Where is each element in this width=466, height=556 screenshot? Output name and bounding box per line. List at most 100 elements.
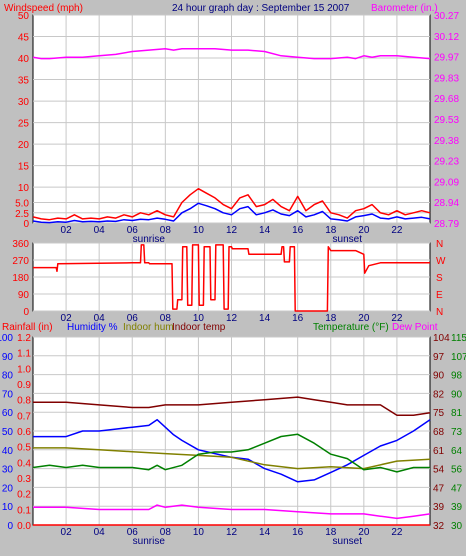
y-tick-label-temperature: 107 <box>451 352 466 363</box>
y-tick-label-compass: S <box>436 273 443 284</box>
x-tick-label: 02 <box>61 313 73 324</box>
y-tick-label-temperature: 115 <box>451 333 466 344</box>
y-tick-label-indoor-temp: 54 <box>433 465 445 476</box>
y-tick-label-rainfall: 0.4 <box>17 458 31 469</box>
y-tick-label-degrees: 180 <box>12 273 29 284</box>
y-tick-label-compass: W <box>436 256 446 267</box>
graph-title: 24 hour graph day : September 15 2007 <box>172 3 350 14</box>
x-tick-label: 14 <box>259 225 271 236</box>
y-tick-label-windspeed: 15 <box>18 162 30 173</box>
y-tick-label-indoor-temp: 39 <box>433 502 445 513</box>
y-tick-label-humidity: 80 <box>2 371 14 382</box>
x-tick-label: 12 <box>226 313 238 324</box>
series-temp-humidity <box>32 396 431 526</box>
y-tick-label-barometer: 29.53 <box>434 115 459 126</box>
indoor-temp-line <box>33 396 431 417</box>
barometer-axis-title: Barometer (in.) <box>371 3 438 14</box>
y-tick-label-temperature: 30 <box>451 521 463 532</box>
y-tick-label-rainfall: 0.0 <box>17 521 31 532</box>
y-tick-label-compass: E <box>436 290 443 301</box>
x-tick-label: 22 <box>391 313 403 324</box>
y-tick-label-indoor-temp: 68 <box>433 427 445 438</box>
x-tick-label: 08 <box>160 527 172 538</box>
x-tick-label: 02 <box>61 527 73 538</box>
y-tick-label-degrees: 90 <box>18 290 30 301</box>
series-wind-barometer <box>32 47 431 224</box>
x-tick-label: 12 <box>226 225 238 236</box>
y-tick-label-indoor-temp: 97 <box>433 352 445 363</box>
x-tick-label: 18 <box>325 225 337 236</box>
x-tick-label: 02 <box>61 225 73 236</box>
y-tick-label-rainfall: 0.2 <box>17 490 31 501</box>
x-tick-label: 16 <box>292 313 304 324</box>
y-tick-label-windspeed: 30 <box>18 97 30 108</box>
x-tick-label: 20 <box>358 313 370 324</box>
y-tick-label-windspeed: 25 <box>18 119 30 130</box>
y-tick-label-windspeed: 5.0 <box>15 199 29 210</box>
y-tick-label-degrees: 270 <box>12 256 29 267</box>
y-tick-label-windspeed: 45 <box>18 33 30 44</box>
x-tick-label: 18 <box>325 527 337 538</box>
x-tick-label: 14 <box>259 313 271 324</box>
sunset-marker: sunset <box>333 234 363 245</box>
x-tick-label: 06 <box>127 313 139 324</box>
y-tick-label-barometer: 28.79 <box>434 219 459 230</box>
y-tick-label-barometer: 29.83 <box>434 73 459 84</box>
axis-ticks-temp: 10090807060504030201001.21.11.00.90.80.7… <box>0 333 466 547</box>
y-tick-label-humidity: 10 <box>2 502 14 513</box>
panel-wind-barometer: 50 45 40 35 30 25 20 15 10 5.02.50 30.27 30.12 29.97… <box>15 11 459 245</box>
y-tick-label-degrees: 0 <box>23 307 29 318</box>
y-tick-label-rainfall: 0.7 <box>17 411 31 422</box>
series-direction <box>33 244 430 312</box>
indoor-temp-label: Indoor temp <box>172 322 226 333</box>
x-tick-label: 14 <box>259 527 271 538</box>
panel-temp-humidity: 10090807060504030201001.21.11.00.90.80.7… <box>0 333 466 547</box>
wind-gust-line <box>32 187 431 221</box>
y-tick-label-barometer: 29.09 <box>434 177 459 188</box>
y-tick-label-indoor-temp: 47 <box>433 483 445 494</box>
y-tick-label-barometer: 28.94 <box>434 198 459 209</box>
y-tick-label-barometer: 29.38 <box>434 136 459 147</box>
y-tick-label-rainfall: 0.6 <box>17 427 31 438</box>
y-tick-label-rainfall: 1.2 <box>17 333 31 344</box>
y-tick-label-rainfall: 0.8 <box>17 396 31 407</box>
y-tick-label-degrees: 360 <box>12 239 29 250</box>
y-tick-label-humidity: 60 <box>2 408 14 419</box>
y-tick-label-indoor-temp: 90 <box>433 371 445 382</box>
y-tick-label-humidity: 100 <box>0 333 13 344</box>
y-tick-label-humidity: 90 <box>2 352 14 363</box>
x-tick-label: 04 <box>94 527 106 538</box>
x-tick-label: 22 <box>391 225 403 236</box>
humidity-line <box>33 418 431 483</box>
y-tick-label-temperature: 98 <box>451 371 463 382</box>
x-tick-label: 16 <box>292 527 304 538</box>
x-tick-label: 18 <box>325 313 337 324</box>
y-tick-label-indoor-temp: 82 <box>433 389 445 400</box>
rainfall-axis-title: Rainfall (in) <box>2 322 53 333</box>
sunrise-marker: sunrise <box>133 536 166 547</box>
y-tick-label-windspeed: 40 <box>18 54 30 65</box>
y-tick-label-windspeed: 0 <box>23 219 29 230</box>
barometer-line <box>32 47 431 60</box>
x-tick-label: 08 <box>160 225 172 236</box>
indoor-hum-label: Indoor hum <box>123 322 174 333</box>
y-tick-label-temperature: 47 <box>451 483 463 494</box>
y-tick-label-humidity: 40 <box>2 446 14 457</box>
axis-ticks-direction: 360 N 270 W 180 S 90 E 0 N 02 04 06 08 10 12 14 16 18 20 22 <box>12 239 446 324</box>
grid-direction <box>33 242 430 312</box>
x-tick-label: 20 <box>358 225 370 236</box>
y-tick-label-windspeed: 2.5 <box>15 209 29 220</box>
y-tick-label-humidity: 20 <box>2 483 14 494</box>
y-tick-label-temperature: 39 <box>451 502 463 513</box>
humidity-axis-title: Humidity % <box>67 322 118 333</box>
y-tick-label-rainfall: 0.5 <box>17 443 31 454</box>
dew-point-line <box>33 504 431 520</box>
indoor-humidity-line <box>33 447 431 470</box>
y-tick-label-rainfall: 1.1 <box>17 349 31 360</box>
x-tick-label: 04 <box>94 313 106 324</box>
y-tick-label-humidity: 0 <box>7 521 13 532</box>
y-tick-label-rainfall: 0.1 <box>17 505 31 516</box>
y-tick-label-barometer: 29.97 <box>434 53 459 64</box>
y-tick-label-temperature: 64 <box>451 446 463 457</box>
x-tick-label: 16 <box>292 225 304 236</box>
